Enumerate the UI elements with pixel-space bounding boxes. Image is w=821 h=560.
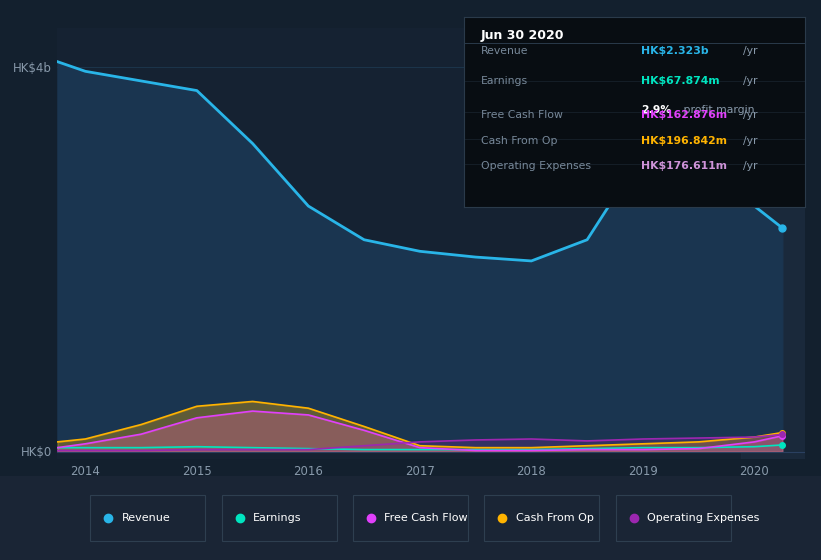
Text: 2.9%: 2.9% [641,105,672,115]
Text: /yr: /yr [743,76,758,86]
Text: Free Cash Flow: Free Cash Flow [384,513,468,523]
Text: Operating Expenses: Operating Expenses [647,513,759,523]
Bar [616,495,731,541]
Text: Revenue: Revenue [481,46,529,57]
Text: HK$162.876m: HK$162.876m [641,110,727,120]
Text: HK$196.842m: HK$196.842m [641,136,727,146]
Text: Free Cash Flow: Free Cash Flow [481,110,562,120]
Text: Operating Expenses: Operating Expenses [481,161,591,171]
Bar [484,495,599,541]
Text: Cash From Op: Cash From Op [516,513,594,523]
Text: HK$67.874m: HK$67.874m [641,76,720,86]
Text: Revenue: Revenue [122,513,170,523]
Text: HK$2.323b: HK$2.323b [641,46,709,57]
Bar [222,495,337,541]
Text: /yr: /yr [743,161,758,171]
Text: Earnings: Earnings [253,513,301,523]
Text: Earnings: Earnings [481,76,528,86]
Bar [90,495,205,541]
Text: Cash From Op: Cash From Op [481,136,557,146]
Text: /yr: /yr [743,110,758,120]
Text: Jun 30 2020: Jun 30 2020 [481,29,564,42]
Text: profit margin: profit margin [681,105,754,115]
Text: /yr: /yr [743,136,758,146]
Bar [353,495,468,541]
Bar [741,28,805,459]
Text: /yr: /yr [743,46,758,57]
Text: HK$176.611m: HK$176.611m [641,161,727,171]
